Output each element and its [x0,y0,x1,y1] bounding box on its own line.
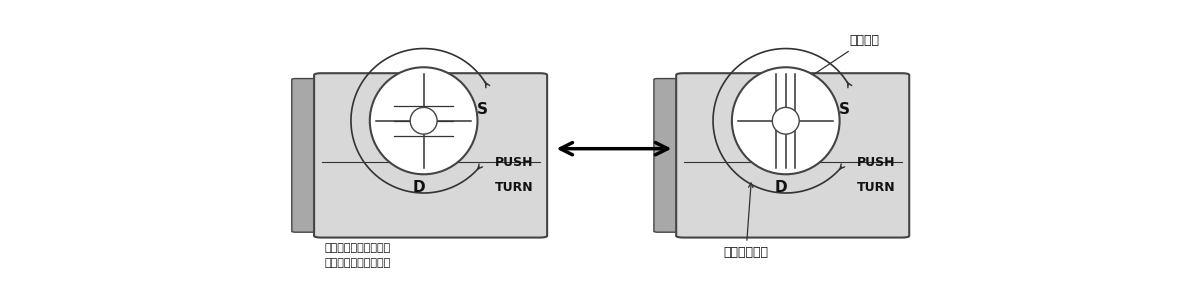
Text: S: S [477,102,488,117]
Text: TURN: TURN [858,181,896,194]
Ellipse shape [773,107,799,134]
Text: S: S [839,102,849,117]
Ellipse shape [732,67,840,174]
Text: PUSH: PUSH [495,155,533,168]
Text: D: D [412,180,425,195]
FancyBboxPatch shape [314,73,547,238]
Text: 切換スイッチ: 切換スイッチ [724,183,769,259]
Text: （切換スイッチは押し
　込まれています。）: （切換スイッチは押し 込まれています。） [325,243,391,268]
Text: スリット: スリット [791,34,879,89]
Text: D: D [775,180,787,195]
Text: PUSH: PUSH [858,155,896,168]
Text: TURN: TURN [495,181,534,194]
Ellipse shape [370,67,478,174]
Ellipse shape [410,107,437,134]
FancyBboxPatch shape [292,79,325,232]
FancyBboxPatch shape [676,73,909,238]
FancyBboxPatch shape [654,79,688,232]
